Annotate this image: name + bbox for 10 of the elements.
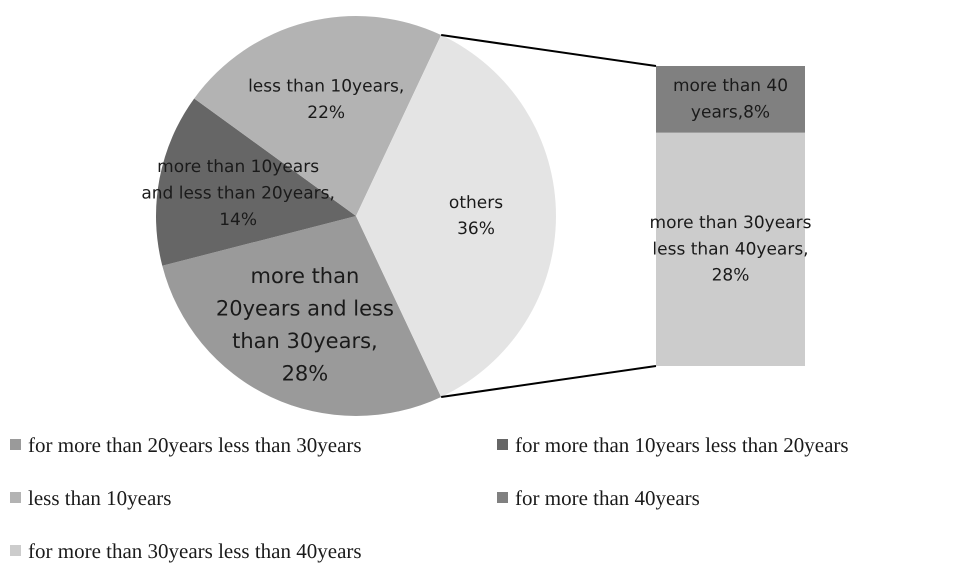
legend-label: for more than 20years less than 30years [28,433,362,457]
legend-label: for more than 40years [515,486,700,510]
data-label: others 36% [448,192,504,240]
legend-label: less than 10years [28,486,172,510]
legend-label: for more than 30years less than 40years [28,539,362,563]
data-label: more than 40 years,8% [672,76,788,123]
legend-label: for more than 10years less than 20years [515,433,849,457]
data-label: more than 30years less than 40years, 28% [650,212,812,286]
data-label: less than 10years, 22% [248,76,404,123]
data-label: more than 20years and less than 30years, 28% [216,264,394,386]
